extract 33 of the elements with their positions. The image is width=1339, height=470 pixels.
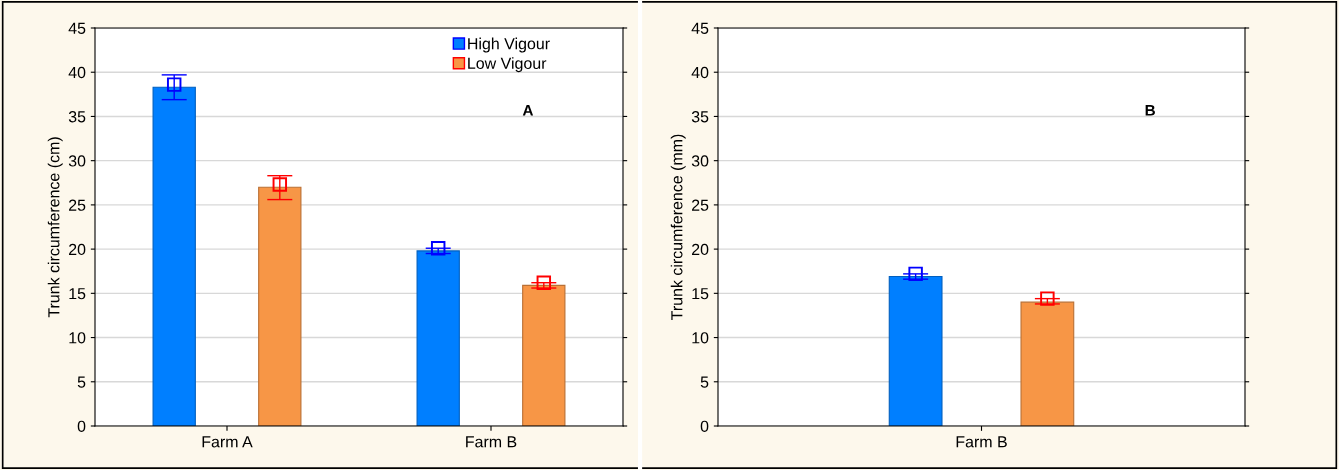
y-tick-label: 20 bbox=[69, 243, 86, 256]
x-tick-label: Farm B bbox=[466, 436, 517, 448]
y-tick-label: 40 bbox=[691, 66, 709, 79]
bar bbox=[258, 186, 302, 426]
y-tick-label: 10 bbox=[692, 332, 709, 344]
annotation: B bbox=[1145, 105, 1155, 116]
bar bbox=[522, 284, 566, 426]
y-tick-label: 15 bbox=[69, 288, 86, 300]
bar bbox=[416, 250, 460, 426]
y-tick-label: 25 bbox=[692, 199, 709, 211]
x-tick-label: Farm B bbox=[956, 436, 1007, 448]
y-tick-label: 35 bbox=[691, 111, 709, 123]
legend-label: Low Vigour bbox=[468, 57, 547, 73]
y-tick-label: 0 bbox=[77, 420, 86, 432]
legend-label: High Vigour bbox=[468, 37, 550, 53]
y-tick-label: 45 bbox=[68, 22, 86, 34]
y-tick-label: 5 bbox=[77, 376, 86, 388]
y-tick-label: 0 bbox=[700, 420, 709, 432]
y-axis-title: Trunk circumference (cm) bbox=[47, 137, 63, 318]
y-tick-label: 40 bbox=[68, 66, 86, 79]
y-tick-label: 30 bbox=[68, 155, 86, 167]
y-tick-label: 25 bbox=[69, 199, 86, 211]
bar bbox=[152, 86, 196, 426]
y-tick-label: 20 bbox=[692, 243, 709, 256]
y-tick-label: 30 bbox=[691, 155, 709, 167]
y-tick-label: 45 bbox=[691, 22, 709, 34]
annotation: A bbox=[522, 105, 534, 116]
y-axis-title: Trunk circumference (mm) bbox=[670, 134, 686, 320]
y-tick-label: 10 bbox=[69, 332, 86, 344]
y-tick-label: 35 bbox=[68, 111, 86, 123]
y-tick-label: 15 bbox=[692, 288, 709, 300]
y-tick-label: 5 bbox=[700, 376, 709, 388]
x-tick-label: Farm A bbox=[202, 436, 253, 448]
